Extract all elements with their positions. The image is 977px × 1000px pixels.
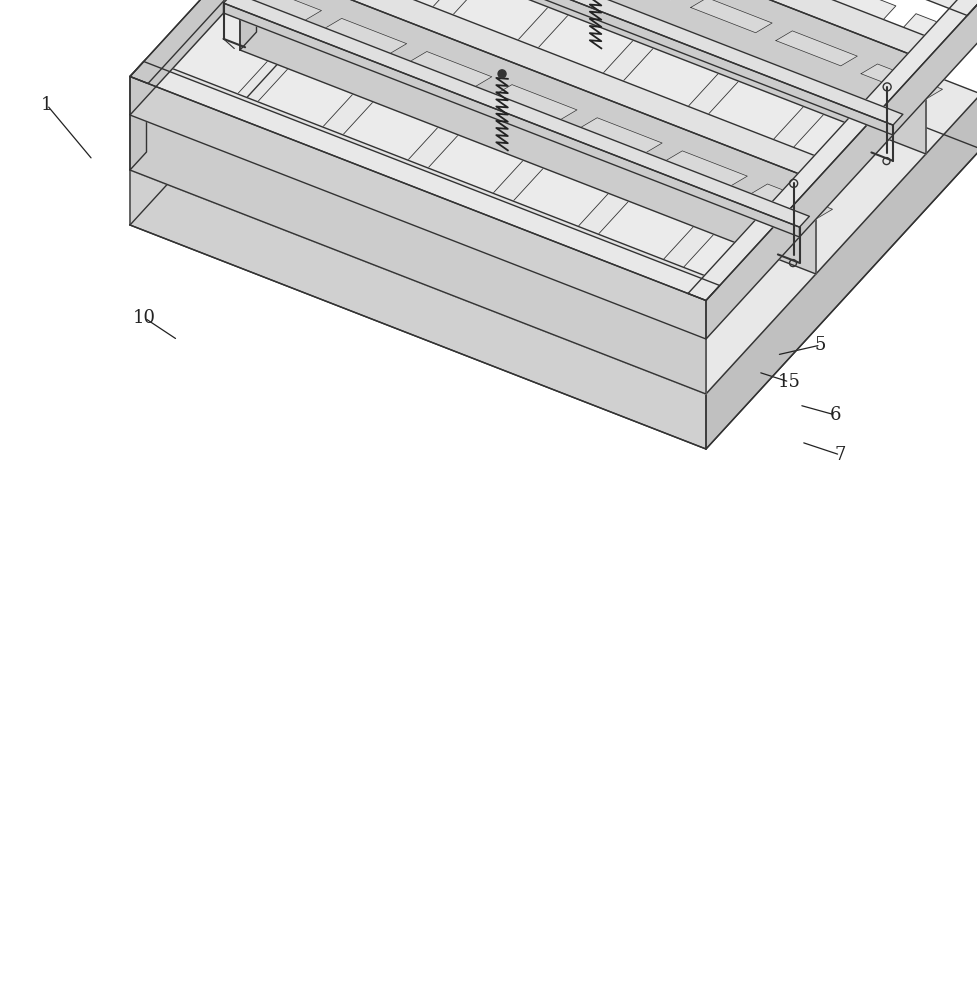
Polygon shape xyxy=(130,77,706,394)
Polygon shape xyxy=(300,181,365,262)
Polygon shape xyxy=(130,0,470,140)
Text: 5: 5 xyxy=(815,336,827,354)
Polygon shape xyxy=(317,0,893,135)
Polygon shape xyxy=(130,115,195,195)
Text: 1: 1 xyxy=(41,96,53,114)
Polygon shape xyxy=(130,77,706,339)
Text: 3: 3 xyxy=(326,191,338,209)
Polygon shape xyxy=(641,14,977,339)
Polygon shape xyxy=(215,0,555,173)
Polygon shape xyxy=(350,0,943,60)
Polygon shape xyxy=(130,170,706,449)
Polygon shape xyxy=(240,0,257,50)
Polygon shape xyxy=(130,58,723,300)
Polygon shape xyxy=(224,0,809,227)
Polygon shape xyxy=(556,281,620,361)
Polygon shape xyxy=(556,0,896,306)
Text: 9: 9 xyxy=(507,39,519,57)
Polygon shape xyxy=(325,18,406,53)
Polygon shape xyxy=(240,0,832,180)
Polygon shape xyxy=(691,0,772,33)
Text: 7: 7 xyxy=(834,446,846,464)
Polygon shape xyxy=(317,0,903,125)
Polygon shape xyxy=(776,31,858,66)
Text: 10: 10 xyxy=(133,309,156,327)
Polygon shape xyxy=(706,0,977,339)
Polygon shape xyxy=(471,247,535,328)
Polygon shape xyxy=(666,151,747,186)
Polygon shape xyxy=(386,0,726,240)
Text: 2: 2 xyxy=(204,171,216,189)
Text: 4: 4 xyxy=(444,213,455,231)
Polygon shape xyxy=(350,0,926,154)
Polygon shape xyxy=(471,0,811,273)
Polygon shape xyxy=(580,118,662,153)
Polygon shape xyxy=(410,51,491,87)
Polygon shape xyxy=(130,0,977,394)
Text: 8: 8 xyxy=(600,79,612,97)
Polygon shape xyxy=(706,94,977,449)
Polygon shape xyxy=(224,3,799,237)
Polygon shape xyxy=(130,0,423,84)
Polygon shape xyxy=(130,0,405,115)
Polygon shape xyxy=(641,314,706,394)
Polygon shape xyxy=(240,0,816,274)
Polygon shape xyxy=(240,0,321,20)
Text: 6: 6 xyxy=(829,406,841,424)
Polygon shape xyxy=(130,62,720,300)
Text: 15: 15 xyxy=(778,373,801,391)
Polygon shape xyxy=(130,58,147,170)
Polygon shape xyxy=(861,64,943,99)
Polygon shape xyxy=(751,184,832,219)
Polygon shape xyxy=(300,0,640,207)
Polygon shape xyxy=(215,148,280,228)
Polygon shape xyxy=(688,0,977,300)
Polygon shape xyxy=(391,0,977,15)
Circle shape xyxy=(498,70,506,78)
Polygon shape xyxy=(386,214,450,295)
Polygon shape xyxy=(495,85,577,120)
